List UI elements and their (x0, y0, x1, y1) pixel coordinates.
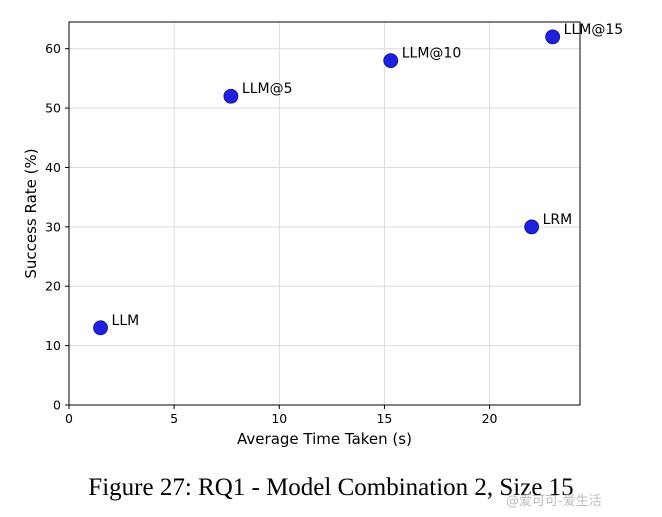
x-tick-label: 0 (65, 411, 73, 426)
data-point (93, 320, 108, 336)
point-label: LRM (543, 212, 573, 228)
x-tick-label: 20 (482, 411, 498, 426)
y-tick-label: 50 (45, 101, 61, 116)
y-tick-label: 60 (45, 41, 61, 56)
point-label: LLM@5 (242, 81, 293, 97)
x-tick-label: 5 (170, 411, 178, 426)
point-label: LLM@10 (402, 46, 462, 62)
y-tick-label: 40 (45, 160, 61, 175)
axis-ticks: 0 5 10 15 20 0 10 20 30 40 50 60 (45, 41, 497, 426)
data-point (524, 219, 540, 235)
y-tick-label: 30 (45, 219, 61, 234)
data-point (383, 53, 399, 68)
data-point (545, 29, 561, 45)
x-tick-label: 15 (376, 411, 392, 426)
figure-caption: Figure 27: RQ1 - Model Combination 2, Si… (88, 474, 574, 501)
y-axis-label: Success Rate (%) (22, 148, 40, 278)
watermark: @爱可可-爱生活 (506, 494, 602, 509)
data-point (223, 88, 239, 104)
x-tick-label: 10 (271, 411, 287, 426)
y-tick-label: 0 (53, 398, 61, 413)
data-points: LLM LLM@5 LLM@10 LLM@15 LRM (93, 22, 624, 336)
grid (68, 22, 580, 406)
y-tick-label: 20 (45, 279, 61, 294)
plot-frame (68, 21, 581, 406)
point-label: LLM (112, 313, 140, 329)
y-tick-label: 10 (45, 338, 61, 353)
point-label: LLM@15 (564, 22, 624, 38)
x-axis-label: Average Time Taken (s) (237, 430, 412, 448)
